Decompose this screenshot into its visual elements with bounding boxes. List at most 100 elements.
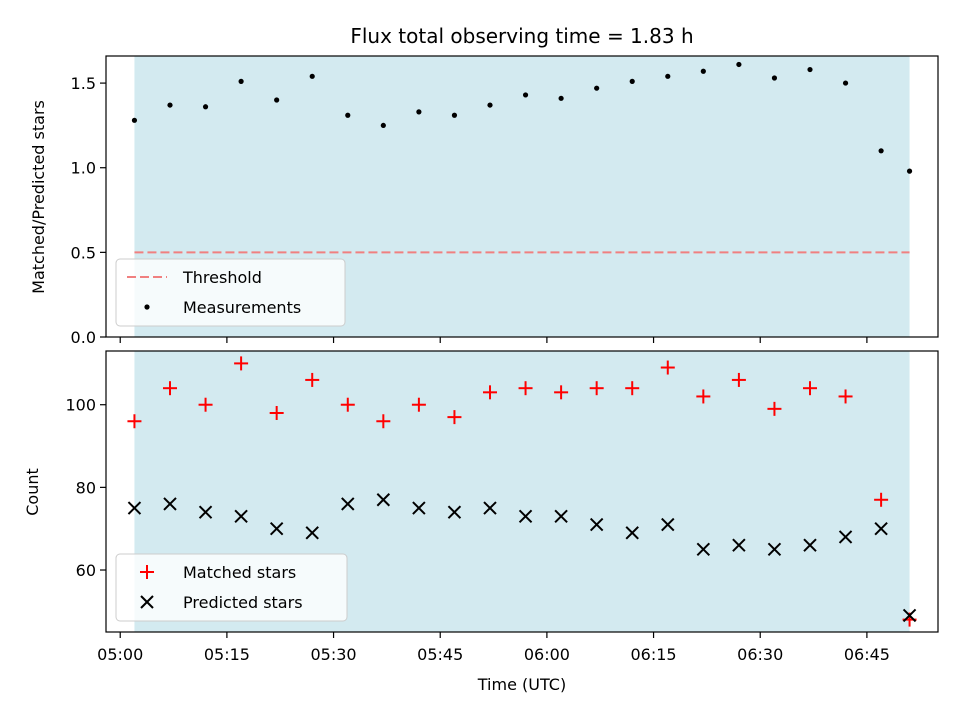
predicted-star-marker	[554, 509, 568, 524]
predicted-marker-b	[661, 517, 675, 532]
predicted-marker-b	[305, 526, 319, 540]
legend-measurements-swatch	[144, 304, 150, 310]
predicted-star-marker	[732, 538, 746, 552]
measurement-point	[522, 92, 529, 98]
predicted-marker-b	[589, 517, 604, 532]
x-tick-label: 06:30	[737, 645, 783, 664]
predicted-marker-b	[341, 497, 355, 511]
top-y-tick-label: 0.5	[71, 243, 96, 262]
measurement-point	[842, 80, 849, 86]
bottom-y-ticks: 60 80 100	[65, 396, 106, 580]
legend-matched-swatch	[140, 565, 154, 579]
matched-star-marker	[163, 381, 177, 396]
predicted-star-marker	[767, 542, 782, 557]
predicted-marker-b	[483, 501, 497, 515]
measurement-point	[309, 73, 315, 79]
predicted-star-marker	[902, 608, 917, 623]
legend-predicted-swatch	[140, 595, 154, 609]
bottom-x-ticks: 05:00 05:15 05:30 05:45 06:00 06:15 06:30 06:45	[97, 632, 890, 664]
predicted-star-marker	[269, 521, 284, 536]
x-tick-label: 06:45	[844, 645, 890, 664]
bottom-axes-frame	[105, 350, 939, 633]
matched-star-marker	[198, 397, 213, 412]
bottom-y-tick-label: 60	[76, 561, 96, 580]
top-legend-box	[115, 258, 346, 327]
x-tick-label: 05:00	[97, 645, 143, 664]
predicted-star-marker	[838, 530, 853, 544]
bottom-legend-box	[115, 553, 348, 622]
legend-measurements-label: Measurements	[183, 298, 301, 317]
matched-star-marker	[767, 401, 782, 416]
measurement-point	[416, 109, 422, 115]
predicted-marker-b	[518, 509, 533, 524]
predicted-marker-b	[198, 505, 213, 519]
predicted-star-marker	[305, 526, 319, 540]
predicted-star-marker	[376, 493, 391, 507]
predicted-marker-b	[902, 608, 917, 623]
predicted-star-marker	[661, 517, 675, 532]
measurement-point	[906, 168, 913, 174]
x-tick-label: 05:15	[204, 645, 250, 664]
matched-star-marker	[305, 372, 320, 387]
top-y-tick-label: 1.0	[71, 159, 96, 178]
measurement-point	[771, 75, 778, 81]
x-tick-label: 05:30	[311, 645, 357, 664]
matched-star-marker	[803, 381, 817, 396]
predicted-star-marker	[625, 526, 639, 540]
bottom-y-axis-label: Count	[23, 468, 42, 516]
matched-star-marker	[874, 492, 889, 507]
bottom-panel: 60 80 100 05:00 05:15 05:30 05:45 06:00 06:15 06…	[23, 350, 939, 694]
bottom-y-tick-label: 100	[65, 396, 96, 415]
predicted-star-marker	[234, 509, 248, 524]
predicted-marker-b	[803, 538, 817, 552]
predicted-star-marker	[198, 505, 213, 519]
legend-predicted-label: Predicted stars	[183, 593, 303, 612]
bottom-legend: Matched stars Predicted stars	[115, 553, 348, 622]
matched-star-marker	[376, 414, 391, 429]
top-axes-frame	[105, 55, 939, 338]
top-y-tick-label: 0.0	[71, 328, 96, 347]
predicted-marker-b	[554, 509, 568, 524]
top-panel: 0.0 0.5 1.0 1.5 Threshold Measurements Matc…	[29, 55, 939, 347]
x-tick-label: 06:00	[524, 645, 570, 664]
matched-star-marker	[127, 414, 142, 429]
measurement-point	[274, 97, 280, 103]
predicted-star-marker	[483, 501, 497, 515]
predicted-star-marker	[127, 501, 142, 515]
predicted-marker-b	[696, 542, 711, 557]
measurement-point	[202, 104, 209, 110]
measurement-point	[558, 95, 564, 101]
predicted-marker-b	[447, 505, 462, 519]
predicted-marker-b	[838, 530, 853, 544]
matched-star-marker	[447, 410, 462, 425]
matched-star-marker	[589, 381, 604, 396]
matched-star-marker	[340, 397, 355, 412]
x-axis-label: Time (UTC)	[477, 675, 566, 694]
matched-star-marker	[411, 397, 426, 412]
top-y-axis-label: Matched/Predicted stars	[29, 100, 48, 294]
measurement-point	[629, 78, 635, 84]
matched-star-marker	[234, 356, 249, 371]
measurement-point	[878, 148, 884, 154]
matched-star-marker	[554, 385, 569, 400]
measurement-point	[594, 85, 600, 91]
measurement-point	[665, 73, 671, 79]
predicted-star-marker	[447, 505, 462, 519]
predicted-marker-b	[625, 526, 639, 540]
measurement-point	[487, 102, 493, 108]
predicted-star-marker	[696, 542, 711, 557]
predicted-marker-b	[127, 501, 142, 515]
legend-matched-label: Matched stars	[183, 563, 296, 582]
measurement-points	[131, 61, 913, 174]
measurement-point	[807, 66, 813, 73]
measurement-point	[238, 78, 244, 84]
matched-star-marker	[731, 372, 746, 387]
measurement-point	[345, 112, 351, 118]
matched-star-marker	[838, 389, 853, 404]
matched-star-markers	[127, 356, 917, 627]
predicted-marker-b	[163, 497, 177, 511]
predicted-marker-b	[234, 509, 248, 524]
predicted-star-marker	[589, 517, 604, 532]
matched-star-marker	[269, 405, 284, 420]
matched-star-marker	[518, 381, 533, 396]
